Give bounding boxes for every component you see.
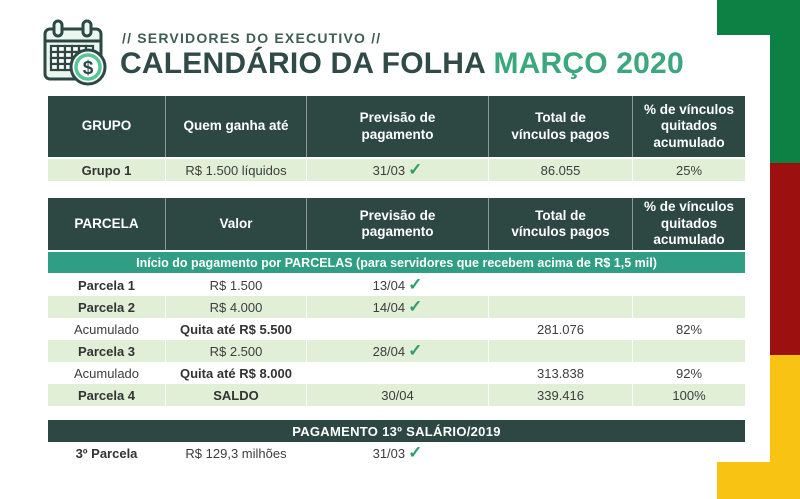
parcelas-column-header-1: Valor — [165, 198, 306, 250]
grupo-header-row: GRUPO Quem ganha até Previsão de pagamento… — [48, 96, 745, 157]
page-title-month: MARÇO 2020 — [493, 47, 684, 80]
parcelas-header-row: PARCELA Valor Previsão de pagamento Total d… — [48, 198, 745, 250]
page-title: CALENDÁRIO DA FOLHA MARÇO 2020 — [120, 47, 684, 81]
parcelas-row-5: Parcela 4 SALDO 30/04 339.416 100% — [48, 384, 745, 406]
parcelas-cell-5-4: 100% — [632, 384, 745, 406]
parcelas-cell-2-2 — [306, 318, 488, 340]
parcelas-column-header-2: Previsão de pagamento — [306, 198, 488, 250]
parcelas-cell-4-2 — [306, 362, 488, 384]
grupo-cell-0-2: 31/03 ✓ — [306, 159, 488, 181]
grupo-cell-0-4: 25% — [632, 159, 745, 181]
parcelas-cell-0-1: R$ 1.500 — [165, 274, 306, 296]
flag-stripe-yellow-bottom — [717, 462, 800, 499]
parcelas-cell-4-1: Quita até R$ 8.000 — [165, 362, 306, 384]
grupo-column-header-1: Quem ganha até — [165, 96, 306, 157]
parcelas-cell-0-3 — [488, 274, 632, 296]
decimo-cell-0-0: 3º Parcela — [75, 445, 138, 461]
header-subtitle: // SERVIDORES DO EXECUTIVO // — [122, 30, 382, 46]
grupo-column-header-2: Previsão de pagamento — [306, 96, 488, 157]
parcelas-cell-4-4: 92% — [632, 362, 745, 384]
parcelas-cell-5-0: Parcela 4 — [77, 387, 136, 403]
grupo-column-header-0: GRUPO — [81, 118, 132, 134]
parcelas-row-3: Parcela 3 R$ 2.500 28/04 ✓ — [48, 340, 745, 362]
grupo-cell-0-1: R$ 1.500 líquidos — [165, 159, 306, 181]
parcelas-cell-5-1: SALDO — [165, 384, 306, 406]
parcelas-cell-0-4 — [632, 274, 745, 296]
decimo-salario-table: PAGAMENTO 13º SALÁRIO/2019 3º Parcela R$ 1… — [48, 420, 745, 464]
parcelas-row-2: Acumulado Quita até R$ 5.500 281.076 82% — [48, 318, 745, 340]
parcelas-row-0: Parcela 1 R$ 1.500 13/04 ✓ — [48, 274, 745, 296]
decimo-cell-0-1: R$ 129,3 milhões — [165, 442, 306, 464]
check-icon: ✓ — [408, 296, 423, 316]
check-icon: ✓ — [408, 442, 423, 462]
parcelas-cell-5-2: 30/04 — [306, 384, 488, 406]
parcelas-cell-1-4 — [632, 296, 745, 318]
grupo-row-0: Grupo 1 R$ 1.500 líquidos 31/03 ✓ 86.055 25% — [48, 159, 745, 181]
parcelas-banner: Início do pagamento por PARCELAS (para s… — [48, 252, 745, 273]
parcelas-cell-3-2: 28/04 ✓ — [306, 340, 488, 362]
check-icon: ✓ — [408, 159, 423, 179]
parcelas-cell-2-4: 82% — [632, 318, 745, 340]
parcelas-table: PARCELA Valor Previsão de pagamento Total d… — [48, 198, 745, 406]
grupo-column-header-4: % de vínculos quitados acumulado — [632, 96, 745, 157]
decimo-cell-0-3 — [488, 442, 632, 464]
grupo-cell-0-3: 86.055 — [488, 159, 632, 181]
parcelas-cell-2-3: 281.076 — [488, 318, 632, 340]
svg-text:$: $ — [83, 58, 94, 79]
parcelas-cell-2-1: Quita até R$ 5.500 — [165, 318, 306, 340]
check-icon: ✓ — [408, 274, 423, 294]
parcelas-cell-1-1: R$ 4.000 — [165, 296, 306, 318]
parcelas-cell-3-0: Parcela 3 — [77, 343, 136, 359]
decimo-banner: PAGAMENTO 13º SALÁRIO/2019 — [48, 420, 745, 442]
flag-stripe-red — [770, 163, 800, 355]
grupo-column-header-3: Total de vínculos pagos — [488, 96, 632, 157]
page-title-dark: CALENDÁRIO DA FOLHA — [120, 47, 485, 80]
parcelas-cell-1-3 — [488, 296, 632, 318]
parcelas-cell-4-0: Acumulado — [73, 365, 140, 381]
check-icon: ✓ — [408, 340, 423, 360]
parcelas-column-header-0: PARCELA — [74, 215, 139, 231]
grupo-cell-0-0: Grupo 1 — [81, 162, 132, 178]
parcelas-column-header-3: Total de vínculos pagos — [488, 198, 632, 250]
decimo-cell-0-4 — [632, 442, 745, 464]
calendar-dollar-icon: $ — [38, 17, 112, 92]
grupo-table: GRUPO Quem ganha até Previsão de pagamento… — [48, 96, 745, 181]
parcelas-cell-3-4 — [632, 340, 745, 362]
decimo-row-0: 3º Parcela R$ 129,3 milhões 31/03 ✓ — [48, 442, 745, 464]
parcelas-cell-1-0: Parcela 2 — [77, 299, 136, 315]
parcelas-column-header-4: % de vínculos quitados acumulado — [632, 198, 745, 250]
parcelas-cell-1-2: 14/04 ✓ — [306, 296, 488, 318]
parcelas-cell-3-3 — [488, 340, 632, 362]
parcelas-row-4: Acumulado Quita até R$ 8.000 313.838 92% — [48, 362, 745, 384]
parcelas-cell-5-3: 339.416 — [488, 384, 632, 406]
parcelas-cell-3-1: R$ 2.500 — [165, 340, 306, 362]
parcelas-cell-0-0: Parcela 1 — [77, 277, 136, 293]
parcelas-cell-0-2: 13/04 ✓ — [306, 274, 488, 296]
decimo-cell-0-2: 31/03 ✓ — [306, 442, 488, 464]
flag-stripe-green — [770, 0, 800, 163]
parcelas-row-1: Parcela 2 R$ 4.000 14/04 ✓ — [48, 296, 745, 318]
parcelas-cell-2-0: Acumulado — [73, 321, 140, 337]
parcelas-cell-4-3: 313.838 — [488, 362, 632, 384]
